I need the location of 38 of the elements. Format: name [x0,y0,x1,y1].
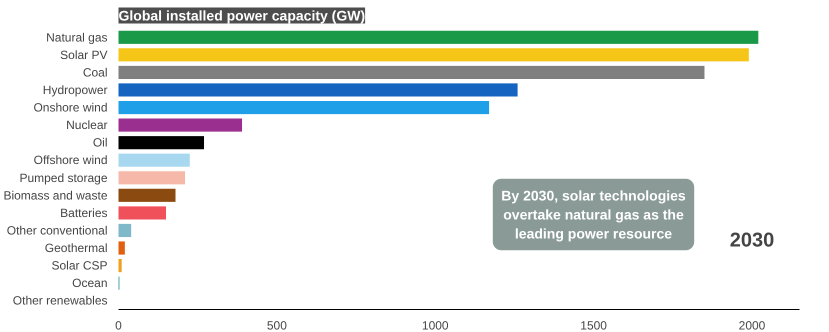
bar [118,259,122,272]
annotation: By 2030, solar technologies overtake natural gas as the leading power resource [501,187,686,242]
y-tick-label: Solar PV [60,48,108,62]
bar [118,136,204,150]
y-tick-label: Other renewables [12,294,108,308]
y-tick-label: Coal [82,65,108,80]
y-tick-label: Offshore wind [34,153,108,168]
y-tick-label: Ocean [72,276,108,290]
x-tick-label: 1500 [580,318,608,332]
x-tick-label: 2000 [738,318,766,332]
bar [118,48,749,62]
x-tick-label: 0 [115,318,122,332]
bar [118,100,490,114]
y-tick-label: Other conventional [6,223,108,238]
y-tick-label: Hydropower [42,82,108,97]
y-tick-label: Onshore wind [33,100,108,115]
bar [118,224,132,238]
y-tick-label: Batteries [60,206,108,220]
x-tick-label: 500 [266,318,288,332]
y-tick-label: Pumped storage [19,170,108,185]
y-tick-label: Oil [92,136,108,150]
y-tick-label: Geothermal [44,241,108,256]
y-tick-label: Natural gas [46,30,108,44]
bar [118,118,242,132]
bar [118,188,176,202]
bar [118,66,704,79]
chart-title: Global installed power capacity (GW) [118,8,366,24]
bar [118,30,758,44]
y-tick-label: Biomass and waste [3,188,108,202]
y-tick-label: Nuclear [66,118,108,132]
bar [118,241,125,255]
bar [118,154,190,167]
x-tick-label: 1000 [422,318,449,332]
annotation: 2030 [730,230,774,252]
bar [118,171,186,184]
bar [118,206,166,220]
y-tick-label: Solar CSP [51,258,108,273]
bar [118,83,518,97]
